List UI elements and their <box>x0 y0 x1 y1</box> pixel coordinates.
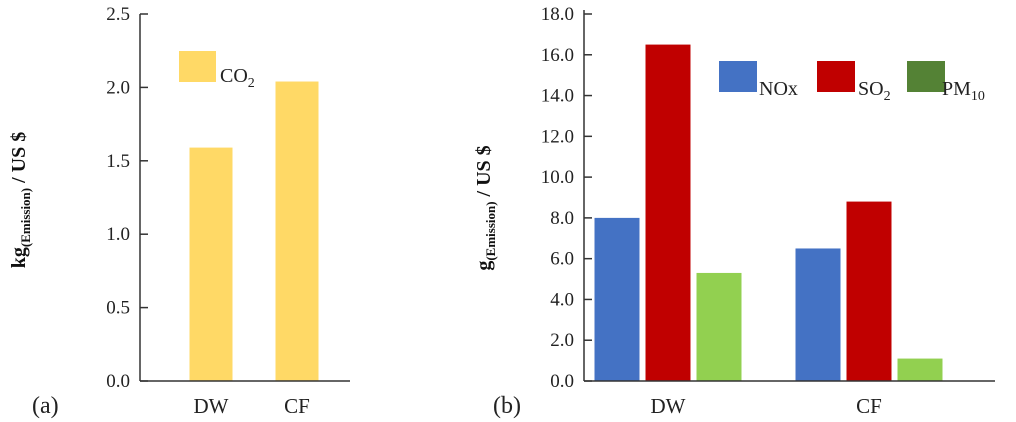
bar-pm10-cf <box>897 358 943 381</box>
bars-b <box>594 44 943 381</box>
y-axis-label-b: g(Emission) / US $ <box>473 145 498 270</box>
legend-label-co2: CO2 <box>220 65 255 91</box>
x-tick-label-cf: CF <box>856 394 882 418</box>
legend-label-pm10: PM10 <box>942 78 985 104</box>
chart-panel-b: 0.0 2.0 4.0 6.0 8.0 10.0 12.0 14.0 16.0 18.0 DW CF… <box>473 4 995 419</box>
y-tick-label: 6.0 <box>550 249 574 270</box>
legend-a: CO2 <box>179 51 255 91</box>
y-tick-label: 16.0 <box>541 45 574 66</box>
bar-co2-cf <box>275 81 319 381</box>
bar-co2-dw <box>189 147 233 381</box>
y-tick-label: 8.0 <box>550 208 574 229</box>
panel-label-a: (a) <box>32 393 59 419</box>
x-tick-label-cf: CF <box>284 394 310 418</box>
legend-swatch-nox <box>719 61 757 92</box>
x-ticks-a: DW CF <box>194 394 310 418</box>
y-tick-label: 1.0 <box>106 224 130 245</box>
y-axis-label-a: kg(Emission) / US $ <box>8 132 33 268</box>
y-tick-label: 2.5 <box>106 4 130 25</box>
legend-label-nox: NOx <box>759 78 798 100</box>
legend-b: NOx SO2 PM10 <box>719 61 985 104</box>
legend-swatch-co2 <box>179 51 216 82</box>
chart-panel-a: 0.0 0.5 1.0 1.5 2.0 2.5 DW CF CO2 kg(Emission)… <box>8 4 350 419</box>
x-tick-label-dw: DW <box>651 394 686 418</box>
x-ticks-b: DW CF <box>651 394 882 418</box>
bar-nox-cf <box>795 248 841 381</box>
y-tick-label: 0.0 <box>550 371 574 392</box>
y-tick-label: 18.0 <box>541 4 574 25</box>
bar-so2-cf <box>846 201 892 381</box>
bar-nox-dw <box>594 217 640 381</box>
legend-swatch-so2 <box>817 61 855 92</box>
bars-a <box>189 81 319 381</box>
x-tick-label-dw: DW <box>194 394 229 418</box>
y-tick-label: 1.5 <box>106 151 130 172</box>
panel-label-b: (b) <box>493 393 521 419</box>
y-tick-label: 0.5 <box>106 298 130 319</box>
legend-swatch-pm10 <box>907 61 945 92</box>
bar-pm10-dw <box>696 272 742 381</box>
y-tick-label: 14.0 <box>541 86 574 107</box>
y-tick-label: 2.0 <box>550 330 574 351</box>
y-tick-label: 12.0 <box>541 126 574 147</box>
bar-so2-dw <box>645 44 691 381</box>
y-ticks-a: 0.0 0.5 1.0 1.5 2.0 2.5 <box>106 4 148 392</box>
legend-label-so2: SO2 <box>858 78 891 104</box>
y-tick-label: 0.0 <box>106 371 130 392</box>
y-ticks-b: 0.0 2.0 4.0 6.0 8.0 10.0 12.0 14.0 16.0 18.0 <box>541 4 592 392</box>
y-tick-label: 10.0 <box>541 167 574 188</box>
y-tick-label: 4.0 <box>550 289 574 310</box>
y-tick-label: 2.0 <box>106 77 130 98</box>
